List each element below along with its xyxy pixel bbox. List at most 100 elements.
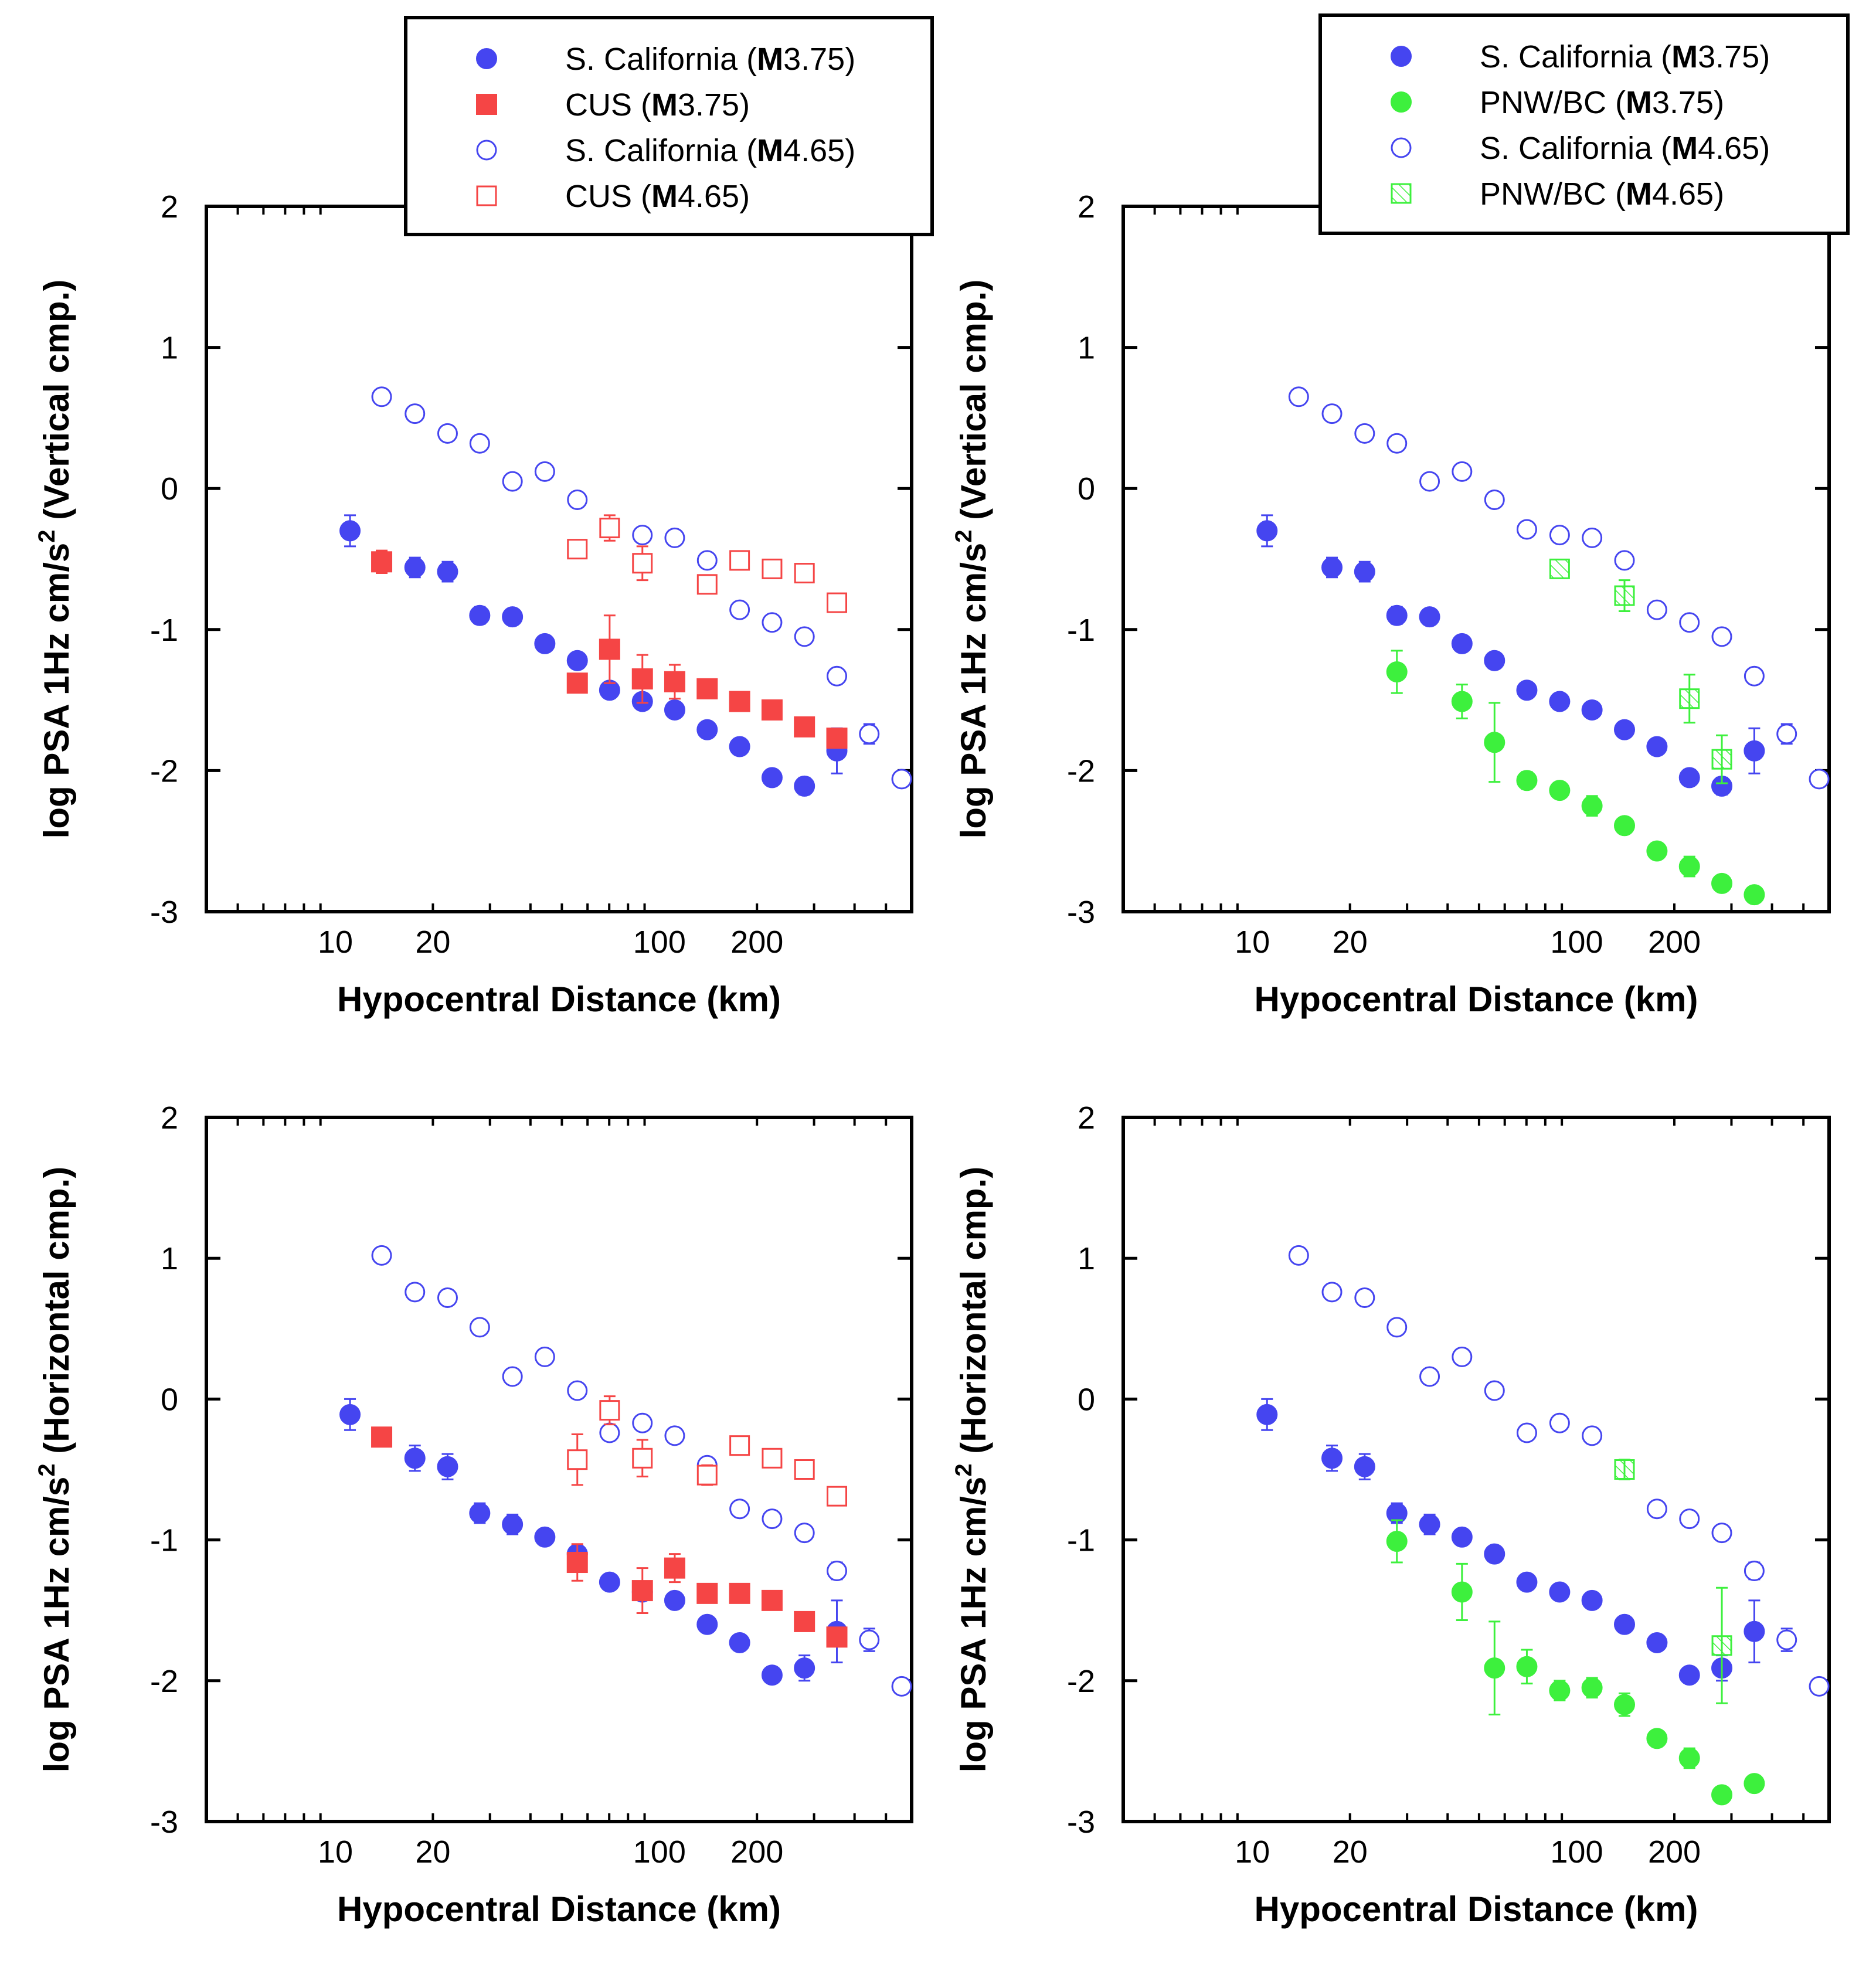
data-point bbox=[1386, 1317, 1408, 1338]
data-point bbox=[794, 1459, 815, 1480]
data-point bbox=[1386, 661, 1408, 682]
data-point bbox=[1679, 688, 1700, 709]
data-point bbox=[1451, 1526, 1473, 1548]
data-point bbox=[891, 769, 912, 790]
data-point bbox=[371, 1245, 392, 1266]
data-point bbox=[1452, 461, 1473, 482]
data-point bbox=[1614, 1459, 1635, 1480]
data-point bbox=[1516, 679, 1538, 701]
data-point bbox=[1516, 1656, 1538, 1677]
data-point bbox=[371, 551, 393, 573]
x-tick-label: 10 bbox=[318, 1834, 353, 1870]
y-tick-label: -2 bbox=[1067, 1664, 1095, 1699]
data-point bbox=[1256, 1404, 1278, 1425]
legend-label: PNW/BC (M3.75) bbox=[1480, 85, 1724, 120]
plot-frame bbox=[1121, 1116, 1831, 1823]
legend-marker bbox=[1391, 91, 1412, 113]
legend-label: S. California (M3.75) bbox=[565, 42, 855, 77]
legend-label: CUS (M3.75) bbox=[565, 87, 750, 123]
x-tick-label: 200 bbox=[730, 925, 783, 960]
data-point bbox=[1776, 1629, 1797, 1650]
data-point bbox=[632, 525, 653, 546]
x-tick-label: 10 bbox=[1235, 925, 1270, 960]
legend-marker bbox=[1391, 137, 1412, 158]
data-point bbox=[1678, 856, 1700, 878]
data-point bbox=[567, 1449, 588, 1470]
data-point bbox=[696, 550, 718, 571]
data-point bbox=[1744, 1560, 1765, 1581]
data-point bbox=[827, 1560, 848, 1581]
data-point bbox=[1516, 1571, 1538, 1593]
data-point bbox=[1744, 665, 1765, 687]
data-point bbox=[859, 1629, 880, 1650]
data-point bbox=[632, 553, 653, 574]
data-point bbox=[1549, 558, 1570, 579]
data-point bbox=[1484, 1543, 1505, 1565]
data-point bbox=[1484, 1380, 1505, 1401]
legend-label: CUS (M4.65) bbox=[565, 179, 750, 214]
x-axis-title: Hypocentral Distance (km) bbox=[1255, 1890, 1698, 1929]
data-point bbox=[502, 471, 523, 492]
data-point bbox=[502, 1514, 524, 1535]
y-tick-label: 2 bbox=[161, 189, 178, 225]
series-sc46 bbox=[1288, 1245, 1830, 1697]
series-pnw37 bbox=[1386, 1519, 1765, 1806]
data-point bbox=[859, 723, 880, 745]
data-point bbox=[1678, 1664, 1700, 1686]
data-point bbox=[1711, 1635, 1732, 1656]
data-point bbox=[1711, 1784, 1733, 1806]
data-point bbox=[469, 604, 491, 626]
data-point bbox=[1646, 1728, 1668, 1749]
data-point bbox=[631, 1580, 653, 1602]
data-point bbox=[1354, 423, 1375, 444]
data-point bbox=[371, 386, 392, 407]
chart-panel-1: -3 -2 -1 0 1 2 10 20 100 200 Hypocentral Distance … bbox=[34, 189, 913, 1019]
data-point bbox=[794, 1610, 815, 1632]
data-point bbox=[664, 1557, 685, 1579]
data-point bbox=[1386, 604, 1408, 626]
legend-marker bbox=[1391, 46, 1412, 67]
legend-1: S. California (M3.75) CUS (M3.75) S. Calif… bbox=[404, 16, 934, 236]
data-point bbox=[1744, 740, 1765, 762]
data-point bbox=[632, 1447, 653, 1469]
y-tick-label: 1 bbox=[161, 1241, 178, 1276]
data-point bbox=[566, 650, 588, 671]
data-point bbox=[794, 563, 815, 584]
data-point bbox=[1614, 550, 1635, 571]
data-point bbox=[1451, 633, 1473, 654]
data-point bbox=[1613, 815, 1635, 837]
data-point bbox=[1321, 1282, 1343, 1303]
data-point bbox=[534, 461, 555, 482]
data-point bbox=[1484, 1657, 1505, 1679]
y-axis-title: log PSA 1Hz cm/s2 (Vertical cmp.) bbox=[951, 280, 993, 839]
data-point bbox=[1549, 780, 1571, 801]
plot-frame bbox=[205, 205, 913, 913]
data-point bbox=[567, 489, 588, 510]
y-tick-label: 1 bbox=[1078, 331, 1095, 366]
data-point bbox=[1549, 1581, 1571, 1603]
data-point bbox=[1419, 606, 1440, 628]
data-point bbox=[827, 592, 848, 613]
data-point bbox=[1613, 1694, 1635, 1715]
data-point bbox=[729, 1582, 750, 1604]
x-axis-title: Hypocentral Distance (km) bbox=[337, 1890, 781, 1929]
data-point bbox=[599, 1422, 620, 1443]
data-point bbox=[567, 1380, 588, 1401]
data-point bbox=[534, 1526, 556, 1548]
data-point bbox=[1451, 1581, 1473, 1603]
legend-marker bbox=[476, 185, 497, 206]
x-axis-title: Hypocentral Distance (km) bbox=[337, 980, 781, 1019]
data-point bbox=[566, 672, 588, 694]
x-tick-label: 100 bbox=[633, 925, 686, 960]
chart-panel-3: -3 -2 -1 0 1 2 10 20 100 200 Hypocentral Distance … bbox=[34, 1100, 913, 1929]
data-point bbox=[762, 1447, 783, 1469]
data-point bbox=[761, 1589, 783, 1611]
data-point bbox=[696, 574, 718, 595]
data-point bbox=[404, 1447, 426, 1469]
data-point bbox=[1386, 1531, 1408, 1552]
data-point bbox=[534, 1346, 555, 1367]
y-tick-label: 2 bbox=[1078, 189, 1095, 225]
data-point bbox=[696, 1464, 718, 1486]
data-point bbox=[794, 1523, 815, 1544]
